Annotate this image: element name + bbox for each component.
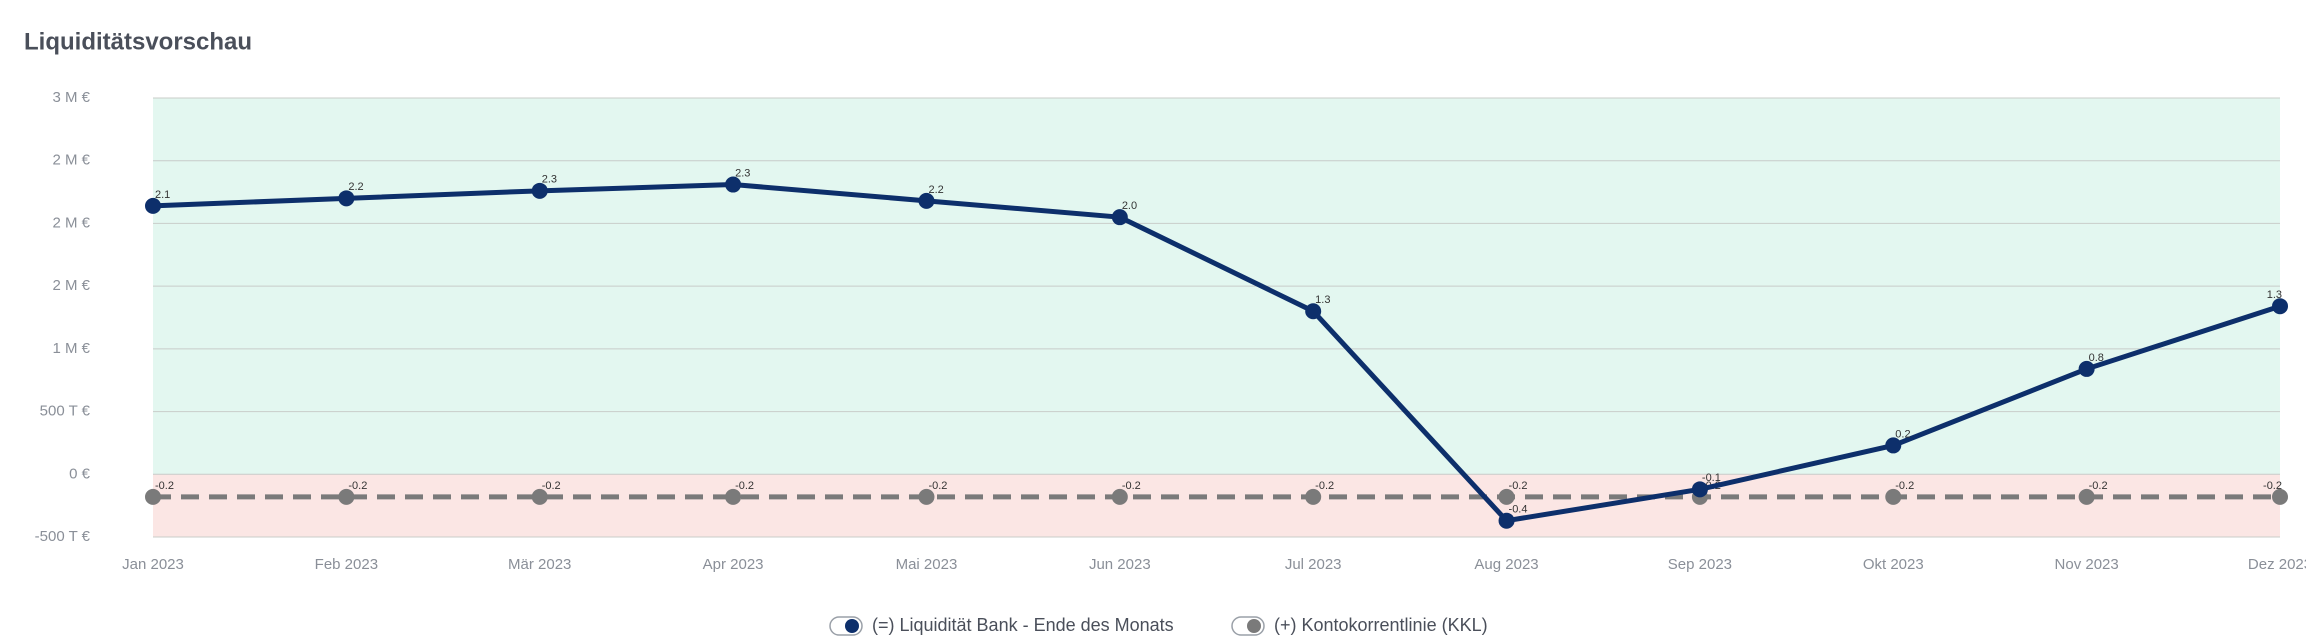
data-label: -0.2 bbox=[542, 480, 561, 492]
legend-item[interactable]: (=) Liquidität Bank - Ende des Monats bbox=[829, 615, 1174, 636]
y-tick-label: 0 € bbox=[69, 465, 91, 482]
data-label: -0.2 bbox=[1315, 480, 1334, 492]
data-point bbox=[1498, 512, 1515, 529]
data-label: 2.2 bbox=[928, 184, 943, 196]
data-point bbox=[1111, 488, 1128, 505]
y-tick-label: 500 T € bbox=[40, 403, 91, 420]
x-tick-label: Jun 2023 bbox=[1089, 556, 1151, 573]
data-label: -0.2 bbox=[348, 480, 367, 492]
data-label: -0.2 bbox=[735, 480, 754, 492]
data-label: 2.1 bbox=[155, 189, 170, 201]
data-label: -0.2 bbox=[928, 480, 947, 492]
data-label: 2.3 bbox=[735, 167, 750, 179]
legend-item[interactable]: (+) Kontokorrentlinie (KKL) bbox=[1231, 615, 1488, 636]
x-tick-label: Nov 2023 bbox=[2055, 556, 2119, 573]
x-tick-label: Dez 2023 bbox=[2248, 556, 2306, 573]
data-label: -0.2 bbox=[1122, 480, 1141, 492]
legend-swatch bbox=[845, 619, 859, 633]
data-label: 2.0 bbox=[1122, 200, 1137, 212]
data-point bbox=[338, 488, 355, 505]
data-point bbox=[1111, 209, 1128, 226]
data-point bbox=[2078, 360, 2095, 377]
data-point bbox=[725, 176, 742, 193]
data-label: -0.2 bbox=[2263, 480, 2282, 492]
x-tick-label: Feb 2023 bbox=[315, 556, 378, 573]
data-point bbox=[1305, 303, 1322, 320]
data-point bbox=[725, 488, 742, 505]
chart-title: Liquiditätsvorschau bbox=[24, 28, 252, 55]
y-tick-label: -500 T € bbox=[35, 528, 91, 545]
data-label: -0.2 bbox=[2089, 480, 2108, 492]
data-point bbox=[2272, 488, 2288, 505]
data-label: -0.1 bbox=[1702, 472, 1721, 484]
data-label: -0.4 bbox=[1509, 504, 1528, 516]
data-label: 1.3 bbox=[2267, 289, 2282, 301]
x-tick-label: Jan 2023 bbox=[122, 556, 184, 573]
x-tick-label: Apr 2023 bbox=[703, 556, 764, 573]
data-point bbox=[2272, 298, 2288, 315]
data-label: 0.8 bbox=[2089, 352, 2104, 364]
data-point bbox=[531, 182, 548, 199]
data-point bbox=[531, 488, 548, 505]
data-point bbox=[1885, 488, 1902, 505]
data-point bbox=[145, 197, 161, 214]
data-label: 2.2 bbox=[348, 181, 363, 193]
y-tick-label: 3 M € bbox=[52, 89, 90, 106]
data-label: 0.2 bbox=[1895, 428, 1910, 440]
x-tick-label: Mär 2023 bbox=[508, 556, 571, 573]
data-point bbox=[1885, 437, 1902, 454]
negative-band bbox=[153, 474, 2280, 537]
data-label: 1.3 bbox=[1315, 294, 1330, 306]
data-point bbox=[918, 488, 935, 505]
x-tick-label: Jul 2023 bbox=[1285, 556, 1342, 573]
data-label: -0.2 bbox=[155, 480, 174, 492]
y-tick-label: 2 M € bbox=[52, 277, 90, 294]
data-point bbox=[338, 190, 355, 207]
y-tick-label: 2 M € bbox=[52, 214, 90, 231]
x-tick-label: Mai 2023 bbox=[896, 556, 958, 573]
data-point bbox=[1305, 488, 1322, 505]
y-tick-label: 1 M € bbox=[52, 340, 90, 357]
legend-label: (=) Liquidität Bank - Ende des Monats bbox=[872, 615, 1174, 635]
y-tick-label: 2 M € bbox=[52, 152, 90, 169]
data-point bbox=[1691, 481, 1708, 498]
legend-label: (+) Kontokorrentlinie (KKL) bbox=[1274, 615, 1488, 635]
data-point bbox=[145, 488, 161, 505]
data-point bbox=[1498, 488, 1515, 505]
data-point bbox=[918, 192, 935, 209]
series-line bbox=[152, 182, 2281, 524]
data-label: 2.3 bbox=[542, 174, 557, 186]
x-tick-label: Sep 2023 bbox=[1668, 556, 1732, 573]
x-tick-label: Aug 2023 bbox=[1474, 556, 1538, 573]
data-point bbox=[2078, 488, 2095, 505]
x-tick-label: Okt 2023 bbox=[1863, 556, 1924, 573]
data-label: -0.2 bbox=[1895, 480, 1914, 492]
legend-swatch bbox=[1247, 619, 1261, 633]
data-label: -0.2 bbox=[1509, 480, 1528, 492]
